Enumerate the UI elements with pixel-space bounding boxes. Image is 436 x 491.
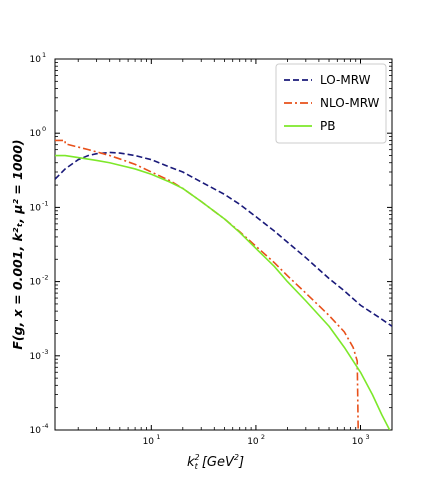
x-tick-exponent: 2: [261, 433, 265, 441]
y-tick-label: 10: [30, 426, 42, 436]
x-tick-label: 10: [143, 437, 155, 447]
x-tick-label: 10: [352, 437, 364, 447]
x-tick-label: 10: [247, 437, 259, 447]
y-tick-label: 10: [30, 203, 42, 213]
legend-label: NLO-MRW: [320, 96, 380, 110]
legend-box: [275, 63, 387, 144]
y-tick-label: 10: [30, 55, 42, 65]
y-tick-label: 10: [30, 129, 42, 139]
y-tick-exponent: -3: [42, 348, 48, 356]
y-tick-exponent: -2: [42, 274, 48, 282]
y-tick-exponent: -1: [42, 199, 48, 207]
x-axis-label: k2 t [GeV2]: [187, 453, 244, 471]
x-tick-exponent: 3: [366, 433, 370, 441]
legend-label: LO-MRW: [320, 73, 371, 87]
y-tick-label: 10: [30, 352, 42, 362]
legend-label: PB: [320, 119, 335, 133]
y-tick-exponent: -4: [42, 422, 48, 430]
y-tick-exponent: 0: [42, 125, 46, 133]
x-tick-exponent: 1: [156, 433, 160, 441]
y-axis-label: F(g, x = 0.001, k²ₜ, μ² = 1000): [10, 139, 25, 349]
plot-frame: [54, 58, 393, 431]
series-line-nlo-mrw: [55, 139, 359, 430]
series-line-pb: [55, 154, 391, 430]
y-tick-label: 10: [30, 278, 42, 288]
series-line-lo-mrw: [55, 151, 392, 327]
y-tick-exponent: 1: [42, 51, 46, 59]
